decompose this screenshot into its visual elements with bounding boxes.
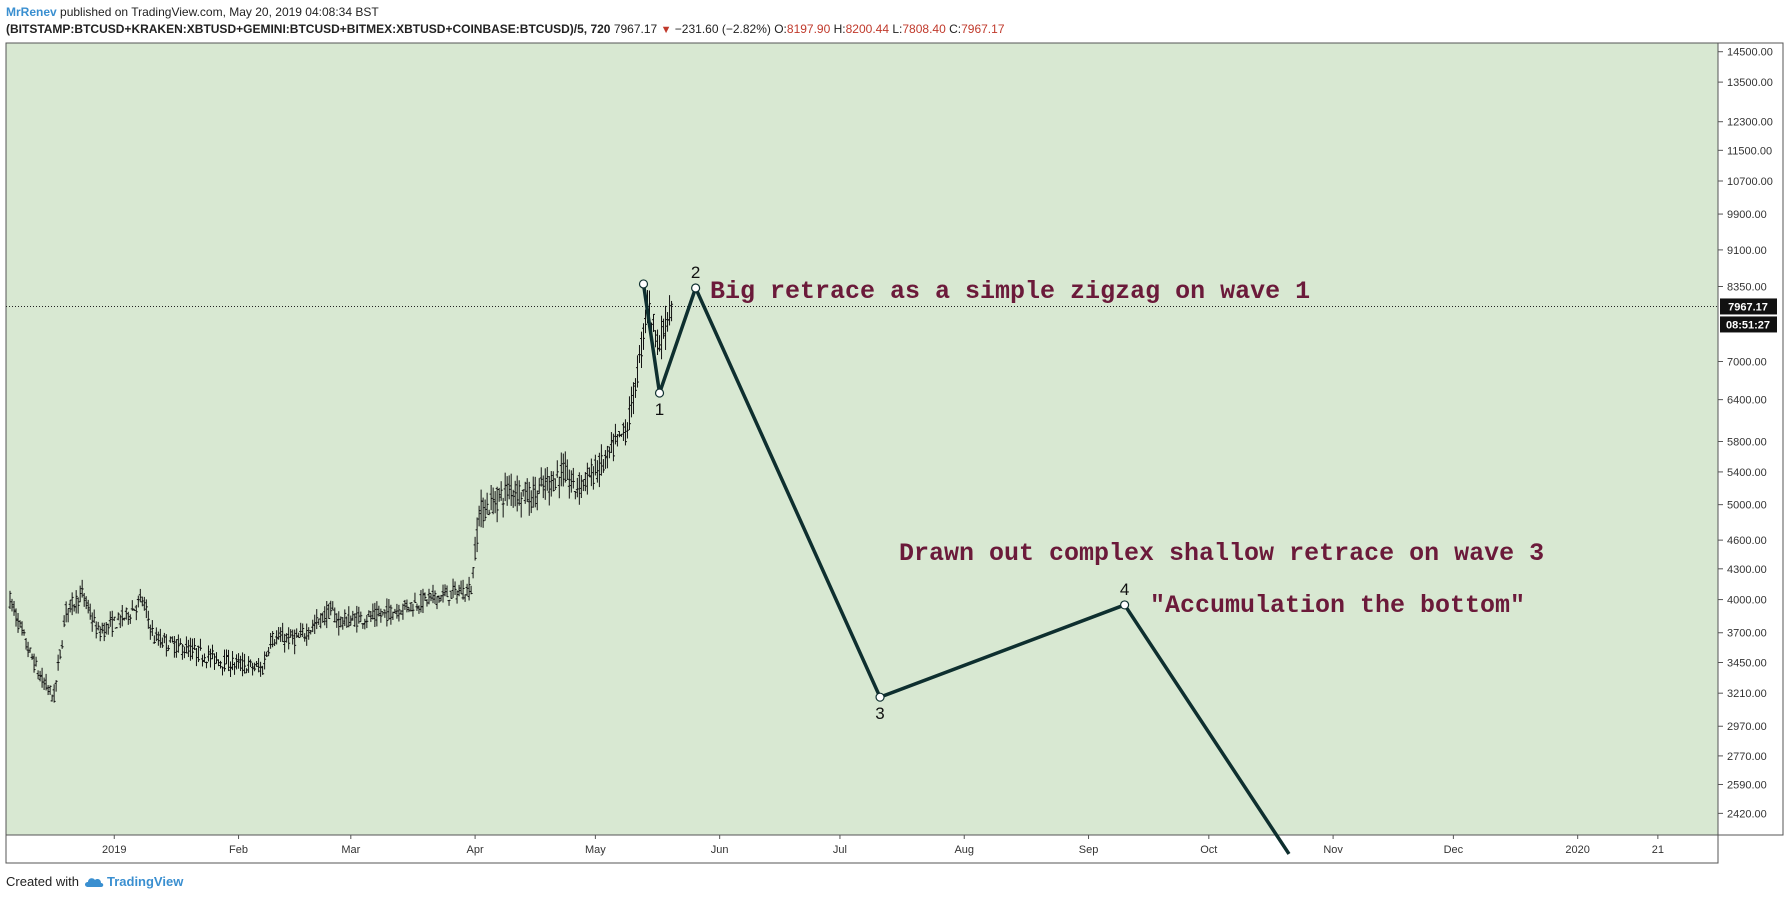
price-tick-label: 9100.00 [1727,245,1767,257]
last-price-badge [1720,298,1777,315]
time-tick-label: Feb [229,844,248,856]
price-tick-label: 3210.00 [1727,688,1767,700]
tradingview-cloud-icon [84,877,104,887]
price-chart[interactable]: 14500.00 13500.00 12300.00 11500.00 10700.00… [0,0,1788,870]
time-tick-label: Aug [954,844,974,856]
wave-path[interactable]: 1 2 3 4 [638,263,1291,855]
price-tick-label: 5400.00 [1727,467,1767,479]
open-value: 8197.90 [786,22,831,36]
wave-point [654,388,665,398]
wave-point [691,283,701,293]
annotation-text: Drawn out complex shallow retrace on wav… [899,539,1544,568]
low-value: 7808.40 [902,22,946,36]
price-tick-label: 14500.00 [1727,47,1773,59]
time-tick-label: 2020 [1565,844,1589,856]
time-tick-label: May [585,844,606,856]
open-label: O: [774,22,787,36]
price-tick-label: 6400.00 [1727,395,1767,407]
tradingview-brand: TradingView [106,874,184,889]
price-tick-label: 12300.00 [1727,117,1773,129]
price-tick-label: 9900.00 [1727,209,1767,221]
wave-label: 1 [655,400,664,419]
price-tick-label: 5800.00 [1727,437,1767,449]
price-tick-label: 3450.00 [1727,658,1767,670]
wave-line [641,283,1291,855]
price-tick-label: 8350.00 [1727,281,1767,293]
wave-point [638,279,649,289]
price-tick-label: 4000.00 [1727,595,1767,607]
time-axis: 2019 Feb Mar Apr May Jun Jul Aug Sep Oct Nov Dec 202… [102,835,1664,856]
published-text: published on TradingView.com, May 20, 20… [60,5,379,19]
price-axis: 14500.00 13500.00 12300.00 11500.00 10700.00… [1718,47,1773,820]
symbol-ohlc-bar: (BITSTAMP:BTCUSD+KRAKEN:XBTUSD+GEMINI:BT… [6,22,1005,36]
high-value: 8200.44 [845,22,890,36]
price-bars [8,290,674,703]
price-tick-label: 7000.00 [1727,357,1767,369]
time-tick-label: 2019 [102,844,126,856]
publish-info: MrRenev published on TradingView.com, Ma… [6,5,379,19]
created-with-text: Created with [6,874,79,889]
wave-label: 4 [1120,580,1129,599]
time-axis-area[interactable] [5,834,1719,864]
wave-point [875,692,885,702]
symbol-name: (BITSTAMP:BTCUSD+KRAKEN:XBTUSD+GEMINI:BT… [6,22,611,36]
time-tick-label: Dec [1444,844,1464,856]
countdown-value: 08:51:27 [1726,319,1770,331]
time-tick-label: Mar [341,844,360,856]
low-label: L: [892,22,903,36]
price-tick-label: 11500.00 [1727,145,1772,157]
price-tick-label: 5000.00 [1727,500,1767,512]
price-tick-label: 10700.00 [1727,176,1773,188]
wave-point [1120,600,1130,610]
high-label: H: [833,22,846,36]
countdown-badge [1720,316,1777,333]
price-change: −231.60 (−2.82%) [674,22,771,36]
close-label: C: [949,22,962,36]
time-tick-label: Sep [1079,844,1099,856]
price-tick-label: 2420.00 [1727,808,1767,820]
price-tick-label: 13500.00 [1727,77,1773,89]
price-tick-label: 2770.00 [1727,751,1767,763]
time-tick-label: Jul [833,844,847,856]
annotations: Big retrace as a simple zigzag on wave 1… [710,277,1544,620]
author-name[interactable]: MrRenev [6,5,57,19]
plot-area[interactable] [5,42,1719,836]
time-tick-label: Apr [467,844,484,856]
down-arrow-icon: ▼ [660,24,672,36]
tradingview-link[interactable]: TradingView [83,874,183,889]
close-value: 7967.17 [961,22,1005,36]
price-axis-area[interactable] [1717,42,1784,836]
footer: Created with TradingView [6,874,183,889]
annotation-text: "Accumulation the bottom" [1150,591,1525,620]
time-tick-label: 21 [1652,844,1664,856]
price-tick-label: 2590.00 [1727,779,1767,791]
time-tick-label: Nov [1323,844,1343,856]
price-tick-label: 4600.00 [1727,535,1767,547]
price-tick-label: 3700.00 [1727,628,1767,640]
time-tick-label: Oct [1200,844,1217,856]
price-tick-label: 2970.00 [1727,721,1767,733]
wave-label: 2 [691,263,700,282]
annotation-text: Big retrace as a simple zigzag on wave 1 [710,277,1310,306]
last-price: 7967.17 [613,22,658,36]
time-tick-label: Jun [711,844,729,856]
last-price-badges: 7967.17 08:51:27 [1720,298,1777,333]
price-tick-label: 4300.00 [1727,564,1767,576]
last-price-value: 7967.17 [1728,301,1768,313]
wave-label: 3 [875,704,884,723]
